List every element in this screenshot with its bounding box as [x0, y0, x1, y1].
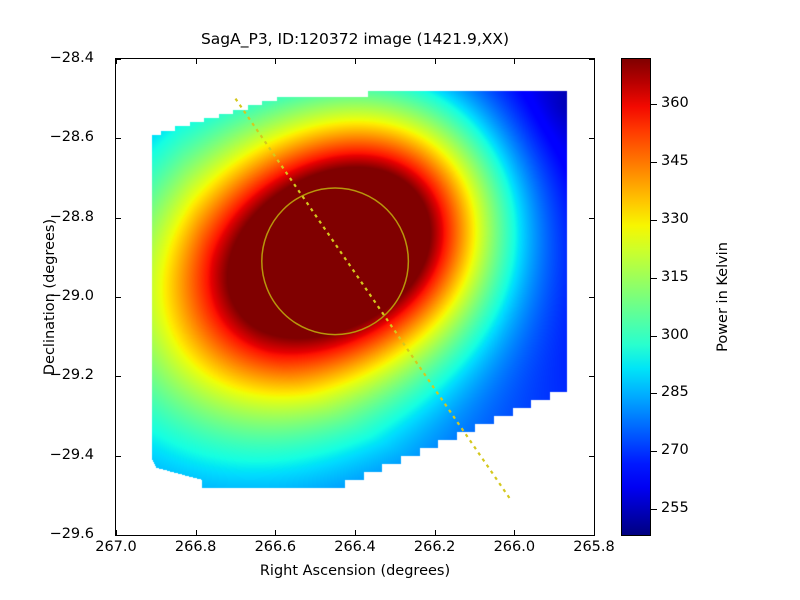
y-axis-tick	[115, 138, 121, 140]
x-axis-tick-label: 266.2	[413, 539, 456, 555]
colorbar-tick	[651, 162, 657, 164]
x-axis-tick	[195, 58, 197, 64]
y-axis-label: Declination (degrees)	[42, 218, 58, 376]
x-axis-tick	[355, 58, 356, 64]
colorbar-tick	[651, 104, 657, 106]
y-axis-tick	[589, 455, 595, 457]
colorbar-tick-label: 270	[661, 442, 689, 459]
y-axis-tick-label: −29.0	[49, 288, 94, 304]
source-circle-annotation	[261, 187, 410, 336]
colorbar-tick	[651, 451, 657, 453]
scan-track-annotation	[234, 98, 512, 500]
annotation-overlay	[234, 98, 512, 500]
y-axis-tick	[589, 376, 595, 378]
colorbar-tick-label: 300	[661, 326, 689, 343]
colorbar-tick	[651, 335, 657, 337]
x-axis-tick	[195, 530, 197, 536]
y-axis-tick-label: −29.6	[49, 526, 94, 542]
y-axis-tick	[115, 376, 121, 378]
y-axis-tick	[589, 59, 595, 60]
x-axis-tick-label: 266.0	[493, 539, 536, 555]
y-axis-tick-label: −28.6	[49, 129, 94, 146]
colorbar-label: Power in Kelvin	[715, 242, 731, 352]
y-axis-tick-label: −29.2	[49, 367, 94, 384]
plot-area	[115, 58, 595, 536]
x-axis-tick	[594, 530, 595, 536]
x-axis-tick	[434, 58, 436, 64]
x-axis-tick-label: 266.8	[174, 539, 217, 555]
y-axis-tick	[589, 217, 595, 219]
colorbar-tick	[651, 219, 657, 221]
colorbar-tick-label: 360	[661, 95, 689, 112]
colorbar-tick-label: 315	[661, 268, 689, 285]
colorbar	[621, 58, 651, 536]
x-axis-label: Right Ascension (degrees)	[259, 563, 451, 579]
x-axis-tick	[275, 530, 277, 536]
y-axis-tick	[115, 455, 121, 457]
x-axis-tick	[116, 58, 117, 64]
y-axis-tick-label: −28.8	[49, 208, 94, 225]
x-axis-tick	[514, 58, 516, 64]
y-axis-tick	[115, 535, 121, 536]
x-axis-tick	[434, 530, 436, 536]
x-axis-tick-label: 266.4	[334, 539, 376, 555]
colorbar-tick-label: 345	[661, 153, 689, 170]
y-axis-tick	[115, 297, 121, 298]
colorbar-tick-label: 285	[661, 384, 689, 401]
x-axis-tick	[275, 58, 277, 64]
colorbar-tick	[651, 509, 657, 511]
y-axis-tick	[589, 535, 595, 536]
colorbar-tick	[651, 277, 657, 279]
x-axis-tick-label: 265.8	[573, 539, 615, 555]
x-axis-tick	[355, 530, 356, 536]
heatmap-image	[116, 59, 594, 535]
x-axis-tick-label: 267.0	[95, 539, 137, 555]
colorbar-gradient	[622, 59, 650, 535]
y-axis-tick	[115, 217, 121, 219]
x-axis-tick	[594, 58, 595, 64]
colorbar-tick-label: 255	[661, 500, 689, 517]
colorbar-tick	[651, 393, 657, 395]
y-axis-tick	[589, 138, 595, 140]
y-axis-tick	[115, 59, 121, 60]
page-title: SagA_P3, ID:120372 image (1421.9,XX)	[200, 30, 510, 48]
colorbar-tick-label: 330	[661, 210, 689, 227]
y-axis-tick-label: −29.4	[49, 446, 94, 463]
x-axis-tick-label: 266.6	[254, 539, 297, 555]
y-axis-tick	[589, 297, 595, 298]
x-axis-tick	[514, 530, 516, 536]
y-axis-tick-label: −28.4	[49, 50, 94, 66]
x-axis-tick	[116, 530, 117, 536]
